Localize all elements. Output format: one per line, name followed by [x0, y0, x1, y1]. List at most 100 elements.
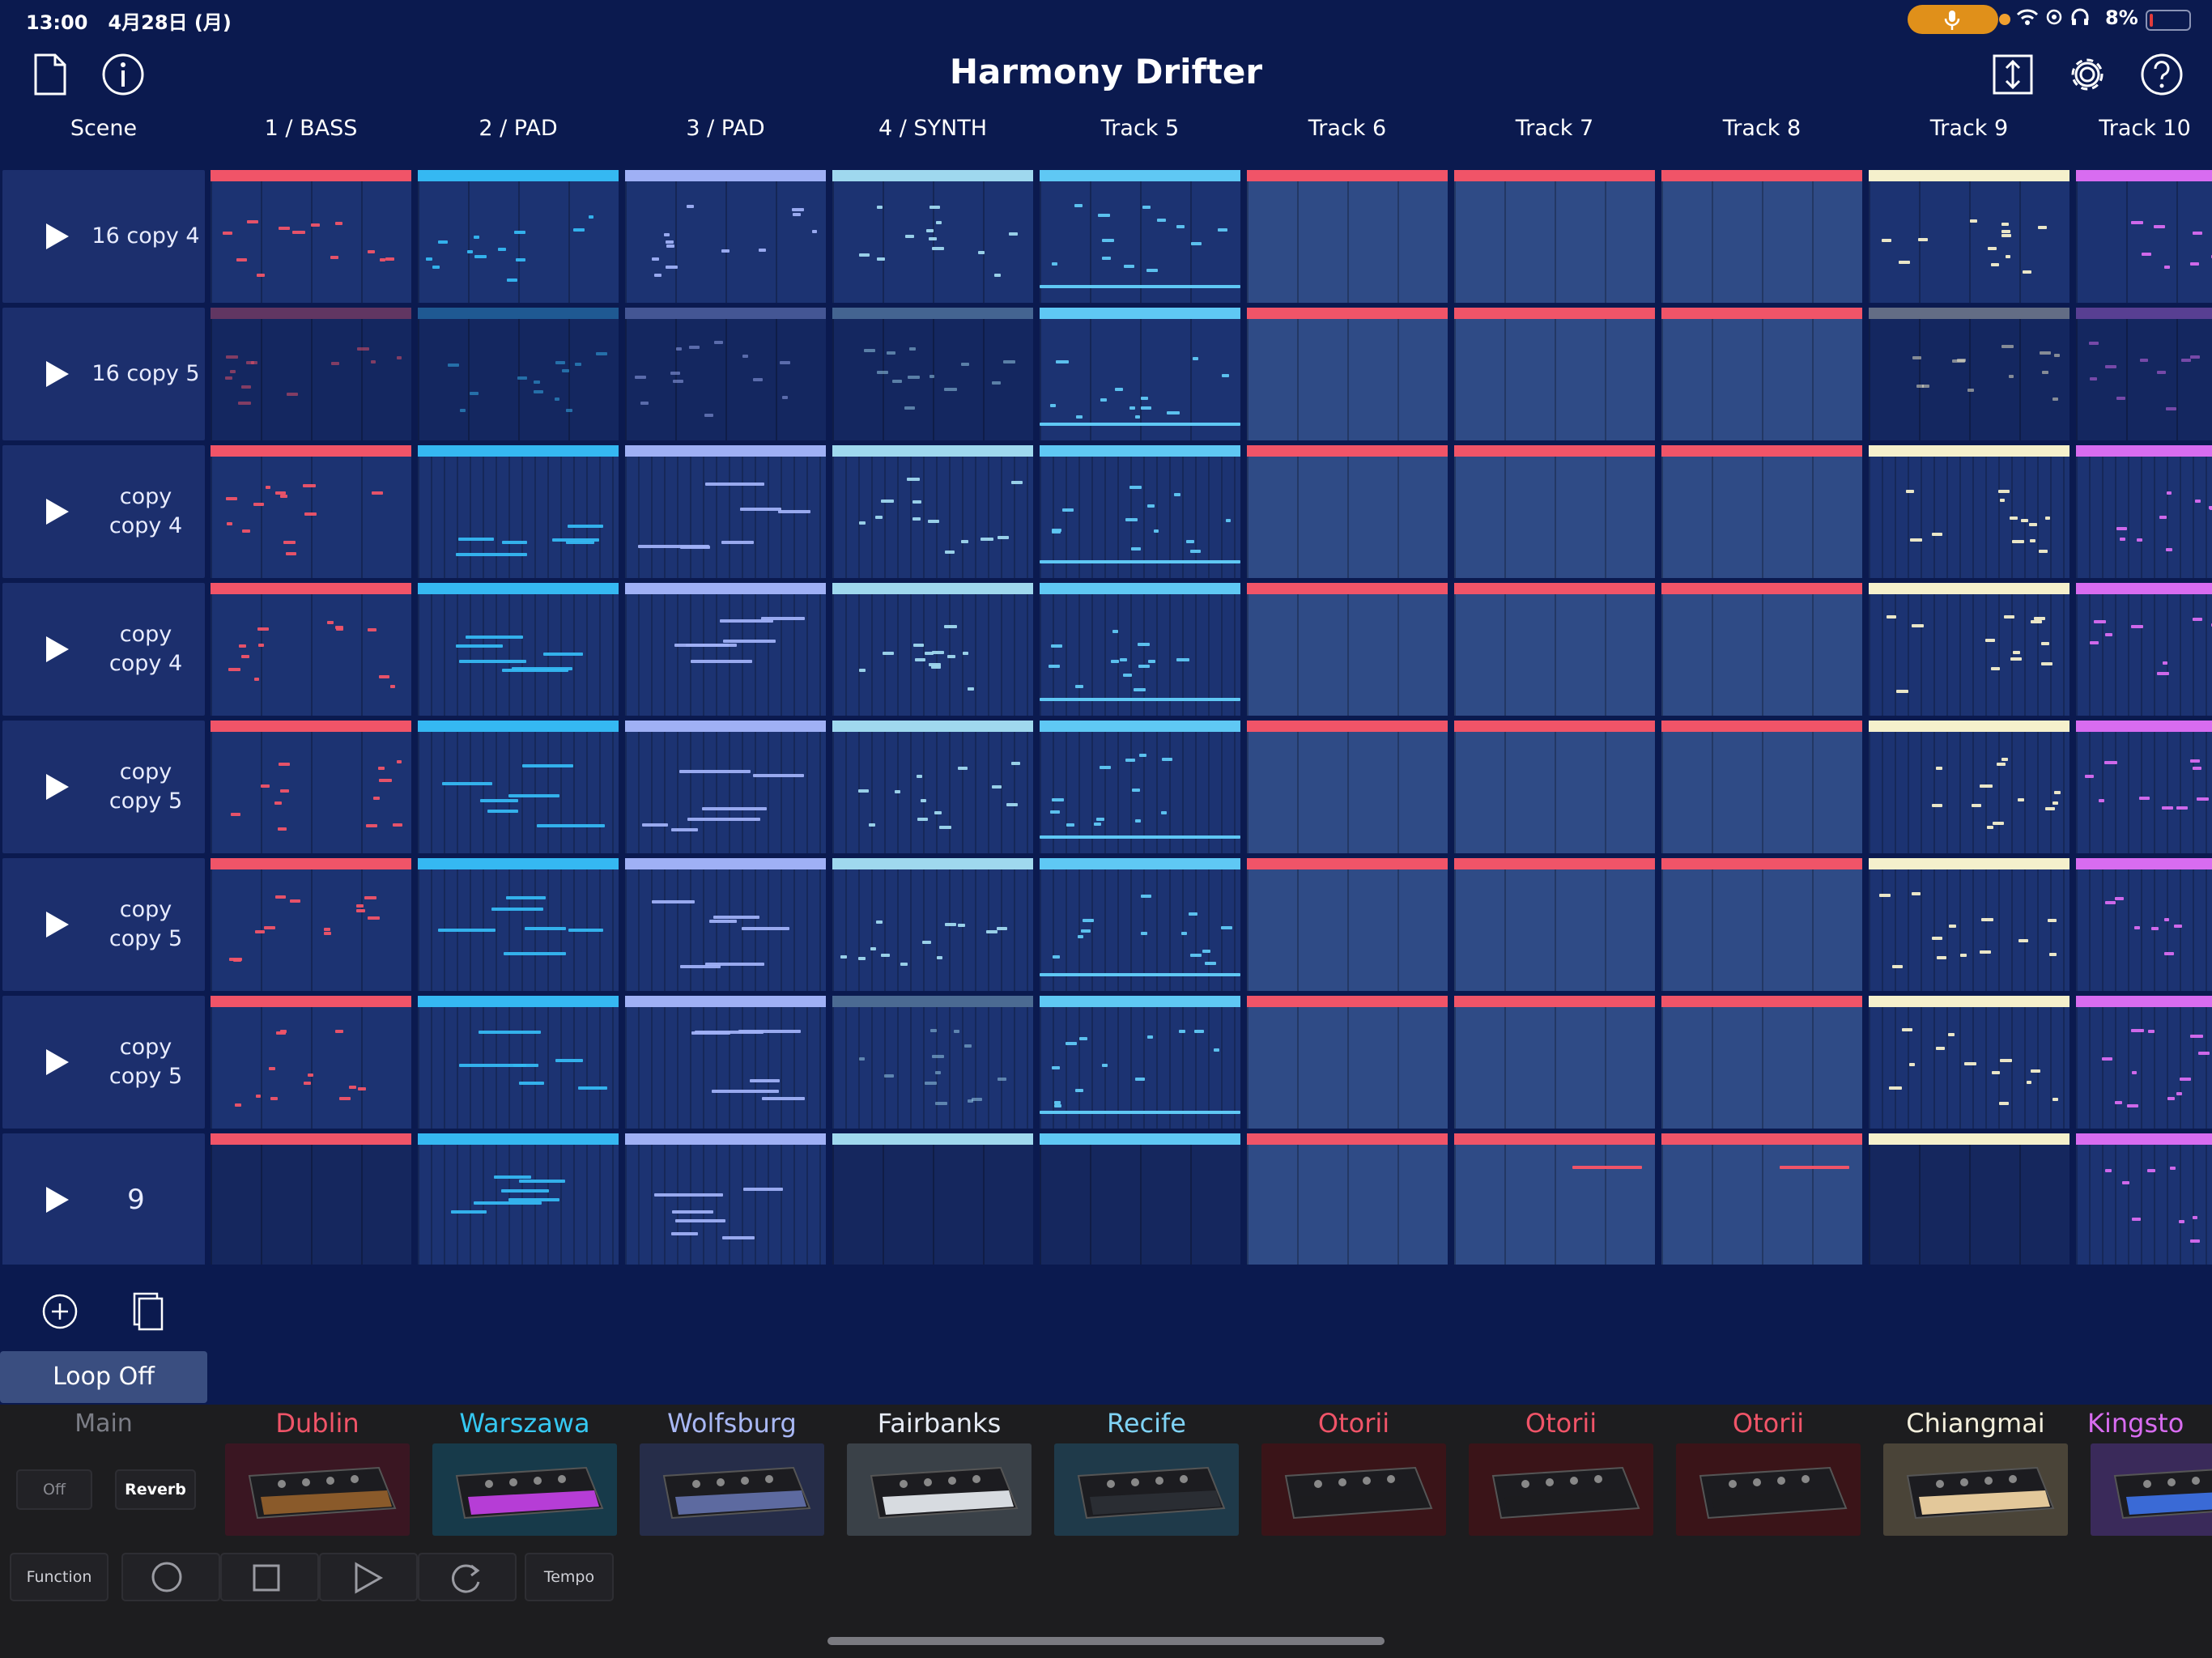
clip-cell[interactable] — [832, 445, 1033, 578]
track-header-3[interactable]: 3 / PAD — [686, 116, 765, 141]
instrument-thumbnail[interactable] — [1676, 1443, 1861, 1536]
clip-cell[interactable] — [1869, 996, 2069, 1129]
clip-cell[interactable] — [211, 583, 411, 716]
track-header-5[interactable]: Track 5 — [1100, 116, 1180, 141]
scene-play-icon[interactable] — [43, 1046, 72, 1078]
clip-cell[interactable] — [1454, 445, 1655, 578]
scene-row-7[interactable]: copy copy 5 — [2, 996, 205, 1129]
clip-cell[interactable] — [832, 858, 1033, 991]
scene-row-6[interactable]: copy copy 5 — [2, 858, 205, 991]
track-header-9[interactable]: Track 9 — [1929, 116, 2009, 141]
track-header-4[interactable]: 4 / SYNTH — [878, 116, 988, 141]
clip-cell[interactable] — [1661, 996, 1862, 1129]
clip-cell[interactable] — [2076, 858, 2212, 991]
help-icon[interactable] — [2139, 52, 2184, 97]
clip-cell[interactable] — [1661, 308, 1862, 440]
clip-cell[interactable] — [2076, 1133, 2212, 1265]
clip-cell[interactable] — [625, 445, 826, 578]
clip-cell[interactable] — [1040, 583, 1240, 716]
clip-cell[interactable] — [418, 308, 619, 440]
record-icon[interactable] — [121, 1553, 220, 1601]
scene-row-5[interactable]: copy copy 5 — [2, 721, 205, 853]
clip-cell[interactable] — [1454, 721, 1655, 853]
scene-play-icon[interactable] — [43, 1184, 72, 1216]
instrument-slot-10[interactable]: Kingsto — [2082, 1405, 2212, 1541]
instrument-thumbnail[interactable] — [847, 1443, 1032, 1536]
clip-cell[interactable] — [1040, 445, 1240, 578]
clip-cell[interactable] — [625, 996, 826, 1129]
clip-cell[interactable] — [418, 170, 619, 303]
clip-cell[interactable] — [625, 721, 826, 853]
clip-cell[interactable] — [1661, 1133, 1862, 1265]
clip-cell[interactable] — [211, 170, 411, 303]
track-header-1[interactable]: 1 / BASS — [264, 116, 358, 141]
instrument-slot-9[interactable]: Chiangmai — [1875, 1405, 2076, 1541]
clip-cell[interactable] — [1247, 170, 1448, 303]
instrument-thumbnail[interactable] — [1469, 1443, 1653, 1536]
clip-cell[interactable] — [625, 308, 826, 440]
instrument-thumbnail[interactable] — [1883, 1443, 2068, 1536]
off-button[interactable]: Off — [16, 1469, 92, 1510]
clip-cell[interactable] — [1247, 1133, 1448, 1265]
clip-cell[interactable] — [211, 858, 411, 991]
clip-cell[interactable] — [1247, 445, 1448, 578]
scene-play-icon[interactable] — [43, 495, 72, 528]
scene-play-icon[interactable] — [43, 220, 72, 253]
instrument-slot-8[interactable]: Otorii — [1668, 1405, 1869, 1541]
track-header-2[interactable]: 2 / PAD — [479, 116, 558, 141]
clip-cell[interactable] — [418, 445, 619, 578]
clip-cell[interactable] — [1661, 721, 1862, 853]
clip-cell[interactable] — [625, 1133, 826, 1265]
clip-cell[interactable] — [2076, 996, 2212, 1129]
play-icon[interactable] — [319, 1553, 418, 1601]
clip-cell[interactable] — [1869, 721, 2069, 853]
clip-cell[interactable] — [1040, 308, 1240, 440]
track-header-7[interactable]: Track 7 — [1515, 116, 1594, 141]
clip-cell[interactable] — [625, 170, 826, 303]
scene-play-icon[interactable] — [43, 771, 72, 803]
clip-cell[interactable] — [1040, 721, 1240, 853]
clip-cell[interactable] — [1454, 996, 1655, 1129]
instrument-thumbnail[interactable] — [1261, 1443, 1446, 1536]
clip-cell[interactable] — [418, 1133, 619, 1265]
clip-cell[interactable] — [1661, 445, 1862, 578]
clip-cell[interactable] — [2076, 308, 2212, 440]
clip-cell[interactable] — [1869, 308, 2069, 440]
clip-cell[interactable] — [1247, 308, 1448, 440]
clip-cell[interactable] — [211, 445, 411, 578]
clip-cell[interactable] — [2076, 445, 2212, 578]
clip-cell[interactable] — [832, 308, 1033, 440]
clip-cell[interactable] — [1869, 858, 2069, 991]
instrument-thumbnail[interactable] — [225, 1443, 410, 1536]
clip-cell[interactable] — [2076, 721, 2212, 853]
clip-cell[interactable] — [625, 858, 826, 991]
clip-cell[interactable] — [1040, 1133, 1240, 1265]
clip-cell[interactable] — [1454, 170, 1655, 303]
track-header-6[interactable]: Track 6 — [1308, 116, 1387, 141]
clip-cell[interactable] — [418, 721, 619, 853]
instrument-thumbnail[interactable] — [1054, 1443, 1239, 1536]
instrument-thumbnail[interactable] — [640, 1443, 824, 1536]
scene-row-8[interactable]: 9 — [2, 1133, 205, 1265]
instrument-slot-2[interactable]: Warszawa — [424, 1405, 625, 1541]
clip-cell[interactable] — [211, 996, 411, 1129]
clip-cell[interactable] — [832, 1133, 1033, 1265]
scene-play-icon[interactable] — [43, 908, 72, 941]
clip-cell[interactable] — [1869, 583, 2069, 716]
track-header-10[interactable]: Track 10 — [2099, 116, 2191, 141]
clip-cell[interactable] — [418, 996, 619, 1129]
add-circle-icon[interactable] — [40, 1292, 79, 1331]
reverb-button[interactable]: Reverb — [115, 1469, 196, 1510]
info-icon[interactable] — [100, 52, 146, 97]
clip-cell[interactable] — [1247, 721, 1448, 853]
stop-icon[interactable] — [220, 1553, 319, 1601]
clip-cell[interactable] — [832, 583, 1033, 716]
scene-row-2[interactable]: 16 copy 5 — [2, 308, 205, 440]
clip-cell[interactable] — [211, 1133, 411, 1265]
gear-icon[interactable] — [2065, 52, 2110, 97]
instrument-thumbnail[interactable] — [432, 1443, 617, 1536]
clip-cell[interactable] — [2076, 170, 2212, 303]
clip-cell[interactable] — [211, 308, 411, 440]
clip-cell[interactable] — [418, 858, 619, 991]
scene-play-icon[interactable] — [43, 633, 72, 665]
